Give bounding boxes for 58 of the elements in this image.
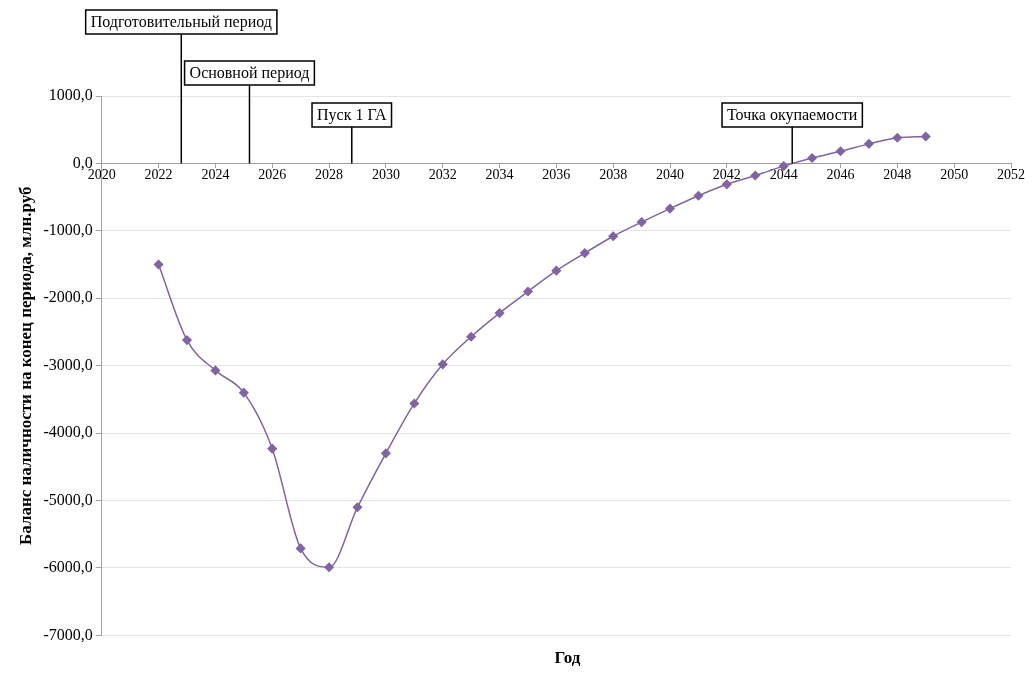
point [835, 146, 846, 157]
x-tick-label: 2052 [997, 167, 1025, 183]
x-tick-label: 2048 [883, 167, 912, 183]
point [381, 448, 391, 459]
x-tick-label: 2040 [656, 167, 685, 183]
x-tick-label: 2026 [258, 167, 287, 183]
point [494, 308, 505, 318]
x-tick-label: 2042 [712, 167, 741, 183]
point [182, 335, 192, 345]
y-tick-label: -5000,0 [43, 490, 93, 508]
point [210, 365, 221, 376]
ref-line-label: Пуск 1 ГА [317, 106, 387, 125]
point [466, 331, 476, 342]
point [551, 265, 562, 276]
ref-line-label: Основной период [189, 64, 310, 83]
point [807, 153, 817, 163]
x-tick-label: 2028 [315, 167, 344, 183]
point [750, 170, 761, 181]
y-tick-label: -2000,0 [43, 288, 93, 306]
x-tick-label: 2022 [144, 167, 173, 183]
y-tick-label: -1000,0 [43, 221, 93, 239]
point [153, 259, 164, 270]
point [409, 398, 420, 409]
point [295, 543, 306, 554]
point [580, 248, 590, 258]
x-tick-label: 2032 [428, 167, 457, 183]
ref-line-label: Подготовительный период [90, 13, 272, 32]
ref-line-label: Точка окупаемости [727, 106, 858, 125]
y-tick-label: -4000,0 [43, 423, 93, 441]
x-tick-label: 2020 [87, 167, 116, 183]
y-tick-label: -3000,0 [43, 355, 93, 373]
x-tick-label: 2038 [599, 167, 628, 183]
point [239, 387, 249, 398]
point [892, 133, 903, 143]
y-tick-label: 1000,0 [48, 86, 93, 104]
x-tick-label: 2024 [201, 167, 230, 183]
point [608, 231, 618, 241]
y-tick-label: -6000,0 [43, 558, 93, 576]
point [665, 203, 675, 214]
x-tick-label: 2046 [826, 167, 855, 183]
x-tick-label: 2050 [940, 167, 969, 183]
point [636, 217, 647, 227]
point [324, 562, 334, 573]
point [921, 131, 931, 142]
point [267, 443, 277, 454]
point [722, 179, 732, 190]
point [864, 139, 874, 149]
point [352, 502, 363, 513]
x-tick-label: 2034 [485, 167, 514, 183]
point [523, 286, 533, 297]
x-tick-label: 2036 [542, 167, 571, 183]
y-tick-label: -7000,0 [43, 625, 93, 643]
x-tick-label: 2044 [769, 167, 798, 183]
y-axis-title: Баланс наличности на конец периода, млн.руб [15, 186, 35, 545]
x-tick-label: 2030 [371, 167, 400, 183]
x-axis-title: Год [553, 648, 582, 668]
point [693, 191, 704, 201]
point [437, 359, 448, 370]
